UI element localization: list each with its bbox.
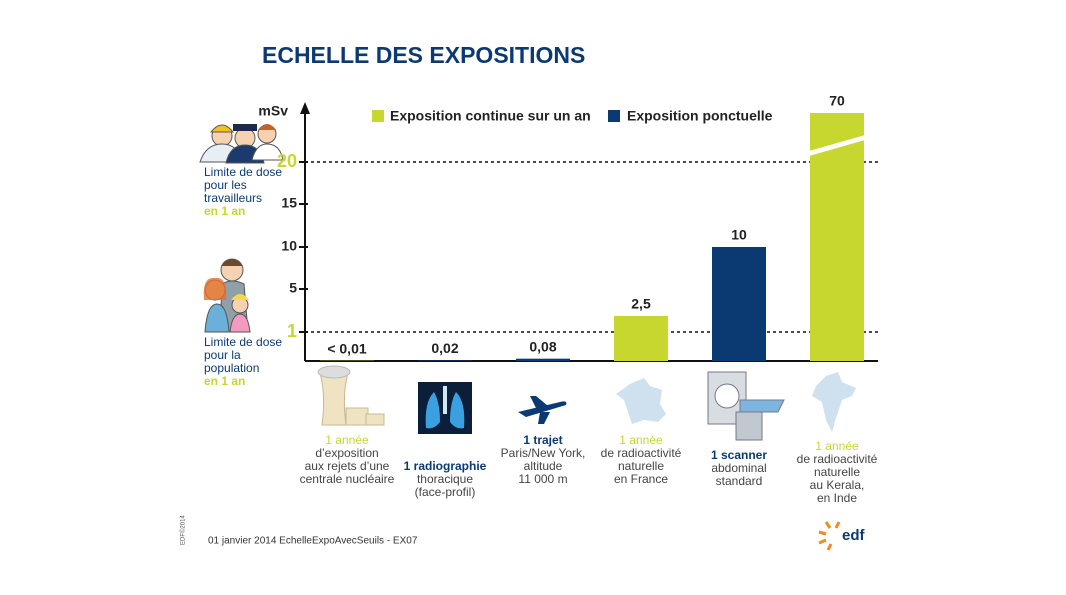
scanner-icon	[707, 371, 785, 441]
france-icon	[616, 378, 666, 424]
bar	[712, 247, 766, 361]
value-label: 70	[829, 93, 845, 109]
category-label: 11 000 m	[518, 472, 567, 486]
category-label: centrale nucléaire	[300, 472, 395, 486]
category-label: au Kerala,	[810, 478, 865, 492]
category-label: de radioactivité	[601, 446, 682, 460]
category-label: 1 année	[325, 433, 369, 447]
legend-swatch	[608, 110, 620, 122]
bar	[418, 360, 472, 361]
legend-swatch	[372, 110, 384, 122]
footer: 01 janvier 2014 EchelleExpoAvecSeuils - …	[208, 536, 418, 547]
category-label: 1 radiographie	[404, 459, 487, 473]
y-axis-arrow	[300, 102, 310, 114]
category-label: thoracique	[417, 472, 473, 486]
workers-icon	[199, 124, 284, 164]
category-label: aux rejets d’une	[305, 459, 390, 473]
category-label: Paris/New York,	[501, 446, 586, 460]
category-label: naturelle	[618, 459, 664, 473]
reference-label: Limite de dose	[204, 335, 282, 349]
category-label: abdominal	[711, 461, 766, 475]
category-label: (face-profil)	[415, 485, 476, 499]
reference-label: pour les	[204, 178, 247, 192]
category-label: en Inde	[817, 491, 857, 505]
category-label: 1 année	[619, 433, 663, 447]
y-tick-label: 1	[287, 321, 297, 341]
value-label: < 0,01	[327, 340, 367, 356]
category-label: standard	[716, 474, 763, 488]
category-label: altitude	[524, 459, 563, 473]
category-label: 1 scanner	[711, 448, 767, 462]
category-label: naturelle	[814, 465, 860, 479]
y-tick-label: 20	[277, 151, 297, 171]
plane-icon	[518, 396, 567, 424]
category-label: 1 trajet	[523, 433, 562, 447]
plant-icon	[317, 365, 385, 426]
value-label: 10	[731, 227, 747, 243]
bar	[810, 113, 864, 361]
category-label: en France	[614, 472, 668, 486]
bar	[614, 315, 668, 361]
legend-label: Exposition ponctuelle	[627, 108, 773, 124]
edf-logo-mark	[818, 521, 841, 551]
xray-icon	[418, 382, 472, 434]
value-label: 2,5	[631, 296, 651, 312]
category-label: d’exposition	[315, 446, 378, 460]
y-tick-label: 5	[289, 280, 297, 296]
reference-sublabel: en 1 an	[204, 204, 245, 218]
reference-label: travailleurs	[204, 191, 262, 205]
bar	[516, 358, 570, 361]
chart-title: ECHELLE DES EXPOSITIONS	[262, 42, 585, 68]
reference-label: population	[204, 361, 259, 375]
copyright: EDF©2014	[180, 515, 187, 545]
legend-label: Exposition continue sur un an	[390, 108, 591, 124]
category-label: 1 année	[815, 439, 859, 453]
axis-break	[809, 135, 865, 156]
y-tick-label: 10	[281, 238, 297, 254]
reference-sublabel: en 1 an	[204, 374, 245, 388]
category-label: de radioactivité	[797, 452, 878, 466]
value-label: 0,08	[529, 338, 556, 354]
edf-logo: edf	[842, 527, 866, 544]
y-tick-label: 15	[281, 195, 297, 211]
reference-label: pour la	[204, 348, 241, 362]
value-label: 0,02	[431, 340, 458, 356]
family-icon	[203, 258, 251, 333]
y-axis-label: mSv	[258, 103, 288, 119]
india-icon	[812, 372, 856, 432]
reference-label: Limite de dose	[204, 165, 282, 179]
